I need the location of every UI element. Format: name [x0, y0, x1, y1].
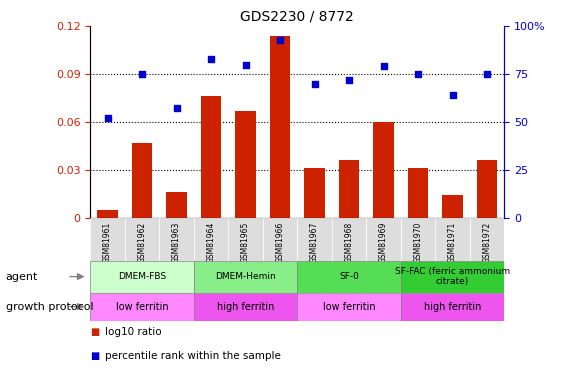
Bar: [90, 217, 125, 261]
Point: [379, 63, 388, 69]
Text: DMEM-FBS: DMEM-FBS: [118, 272, 166, 281]
Bar: [166, 192, 187, 217]
Point: [172, 105, 181, 111]
Point: [482, 71, 491, 77]
Text: GSM81968: GSM81968: [345, 222, 353, 263]
Text: GSM81969: GSM81969: [379, 222, 388, 263]
Text: log10 ratio: log10 ratio: [105, 327, 161, 337]
Bar: [90, 261, 194, 292]
Bar: [442, 195, 463, 217]
Text: growth protocol: growth protocol: [6, 302, 93, 312]
Bar: [297, 292, 401, 321]
Text: GSM81963: GSM81963: [172, 222, 181, 263]
Text: GSM81972: GSM81972: [483, 222, 491, 263]
Text: high ferritin: high ferritin: [424, 302, 481, 312]
Bar: [194, 292, 297, 321]
Text: GSM81965: GSM81965: [241, 222, 250, 263]
Point: [448, 92, 457, 98]
Bar: [477, 160, 497, 218]
Bar: [159, 217, 194, 261]
Bar: [235, 111, 256, 218]
Bar: [401, 261, 504, 292]
Text: GSM81971: GSM81971: [448, 222, 457, 263]
Bar: [263, 217, 297, 261]
Text: ■: ■: [90, 351, 100, 361]
Bar: [401, 217, 436, 261]
Bar: [408, 168, 429, 217]
Bar: [201, 96, 222, 218]
Bar: [332, 217, 366, 261]
Text: GSM81962: GSM81962: [138, 222, 146, 263]
Point: [103, 115, 113, 121]
Bar: [97, 210, 118, 218]
Point: [275, 37, 285, 43]
Text: DMEM-Hemin: DMEM-Hemin: [215, 272, 276, 281]
Bar: [194, 217, 229, 261]
Text: agent: agent: [6, 272, 38, 282]
Bar: [339, 160, 359, 218]
Text: low ferritin: low ferritin: [116, 302, 168, 312]
Text: GSM81961: GSM81961: [103, 222, 112, 263]
Bar: [401, 292, 504, 321]
Bar: [90, 292, 194, 321]
Bar: [125, 217, 159, 261]
Text: SF-FAC (ferric ammonium
citrate): SF-FAC (ferric ammonium citrate): [395, 267, 510, 286]
Text: percentile rank within the sample: percentile rank within the sample: [105, 351, 281, 361]
Bar: [373, 122, 394, 218]
Point: [310, 81, 319, 87]
Bar: [366, 217, 401, 261]
Text: GSM81970: GSM81970: [413, 222, 423, 263]
Title: GDS2230 / 8772: GDS2230 / 8772: [240, 10, 354, 24]
Text: low ferritin: low ferritin: [323, 302, 375, 312]
Bar: [436, 217, 470, 261]
Text: ■: ■: [90, 327, 100, 337]
Bar: [470, 217, 504, 261]
Text: GSM81964: GSM81964: [206, 222, 216, 263]
Point: [413, 71, 423, 77]
Point: [206, 56, 216, 62]
Text: GSM81966: GSM81966: [276, 222, 285, 263]
Point: [138, 71, 147, 77]
Bar: [194, 261, 297, 292]
Bar: [229, 217, 263, 261]
Text: SF-0: SF-0: [339, 272, 359, 281]
Bar: [297, 261, 401, 292]
Point: [241, 62, 250, 68]
Point: [345, 77, 354, 83]
Bar: [132, 142, 152, 218]
Text: GSM81967: GSM81967: [310, 222, 319, 263]
Bar: [304, 168, 325, 217]
Bar: [270, 36, 290, 218]
Text: high ferritin: high ferritin: [217, 302, 274, 312]
Bar: [297, 217, 332, 261]
